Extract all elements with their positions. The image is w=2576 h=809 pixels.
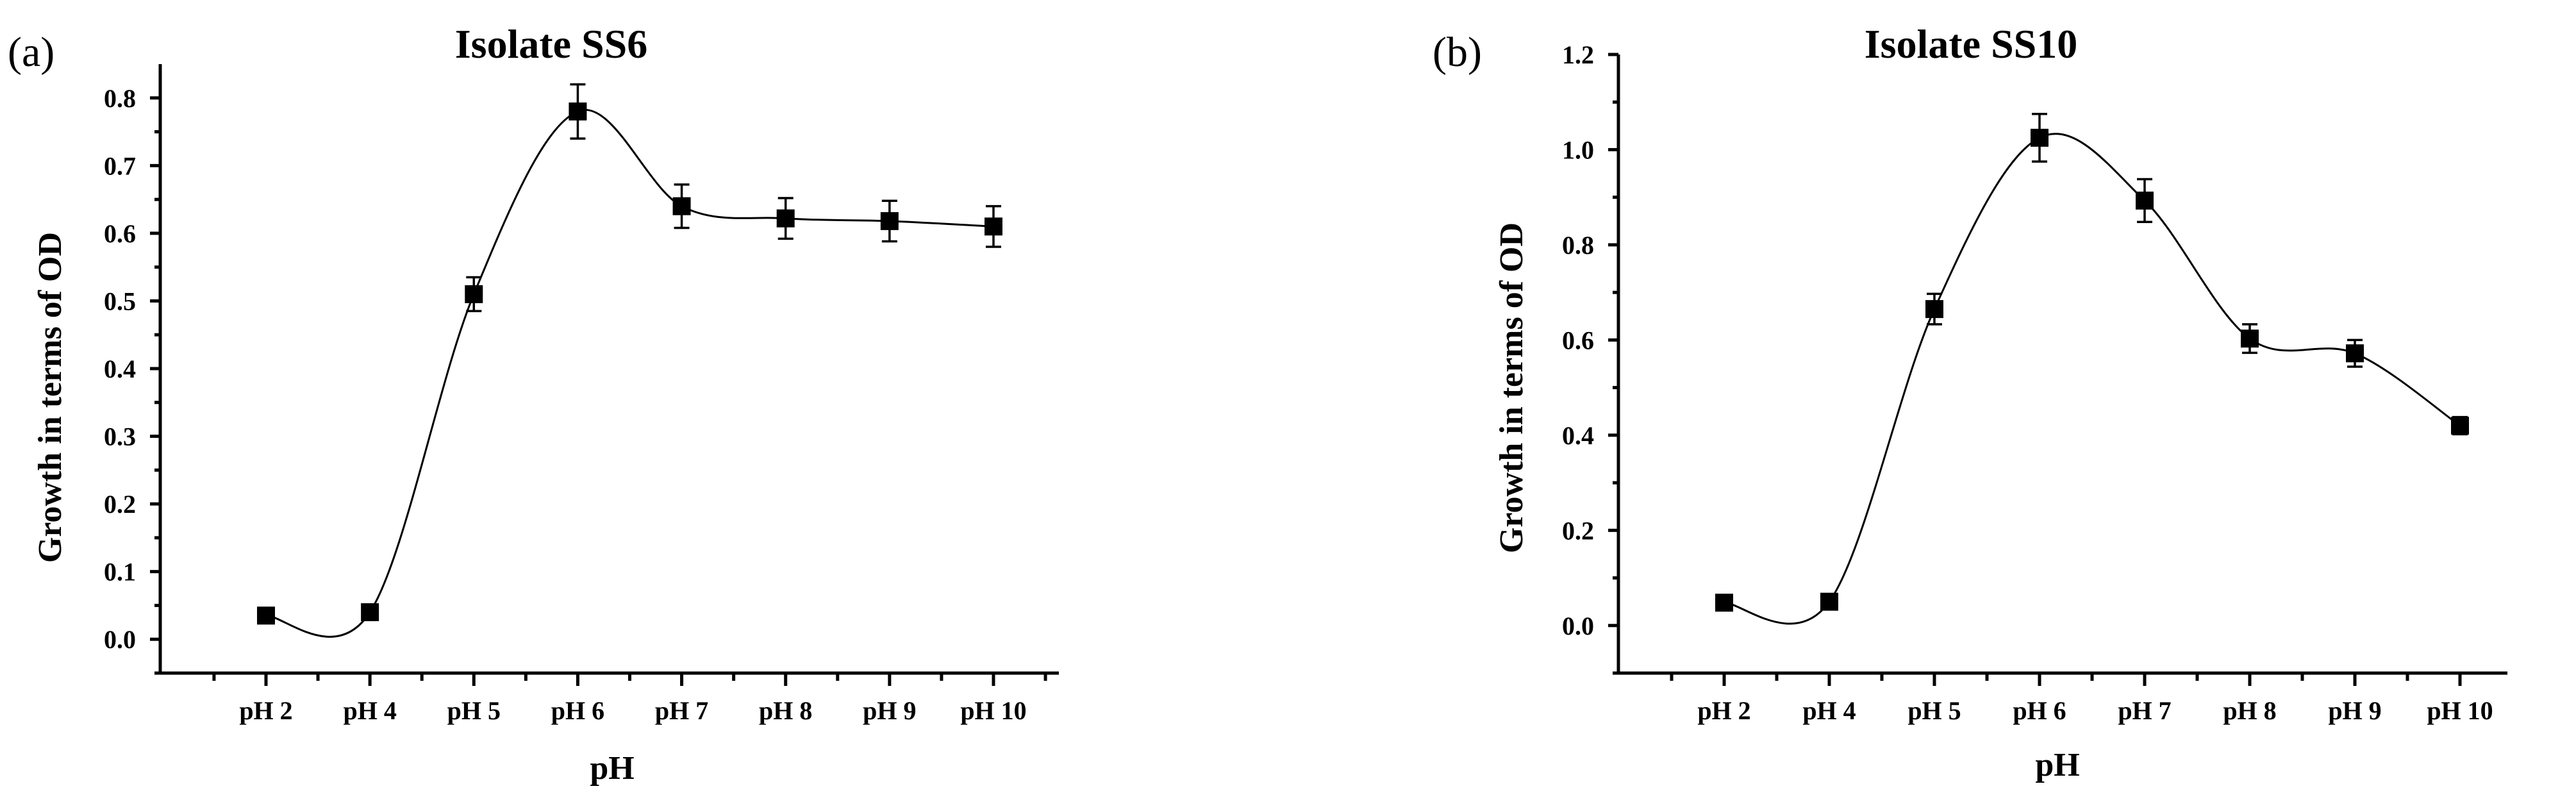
- data-point-b: [1820, 592, 1838, 611]
- y-axis-title-a: Growth in terms of OD: [32, 232, 69, 563]
- y-tick-label-a: 0.2: [104, 490, 136, 519]
- y-tick-label-a: 0.0: [104, 625, 136, 654]
- x-tick-label-a: pH 8: [759, 696, 812, 725]
- y-axis-title-b: Growth in terms of OD: [1493, 222, 1530, 553]
- data-point-a: [985, 217, 1002, 236]
- chart-panel-a: (a) Isolate SS6 Growth in terms of OD pH…: [8, 21, 1059, 787]
- data-point-b: [1715, 594, 1733, 612]
- x-tick-label-a: pH 9: [863, 696, 916, 725]
- x-tick-label-b: pH 9: [2328, 696, 2381, 725]
- x-tick-label-b: pH 4: [1802, 696, 1856, 725]
- x-tick-label-b: pH 2: [1697, 696, 1750, 725]
- chart-title-a: Isolate SS6: [455, 21, 648, 67]
- data-point-a: [776, 209, 795, 228]
- series-line-a: [265, 109, 994, 638]
- data-point-b: [2451, 417, 2469, 435]
- data-point-a: [880, 212, 899, 230]
- x-tick-label-a: pH 5: [447, 696, 501, 725]
- x-tick-label-b: pH 10: [2427, 696, 2493, 725]
- y-tick-label-a: 0.1: [104, 558, 136, 587]
- x-tick-label-a: pH 7: [655, 696, 708, 725]
- data-point-b: [2031, 128, 2048, 147]
- y-tick-label-a: 0.5: [104, 287, 136, 315]
- data-point-b: [2241, 329, 2259, 348]
- data-point-b: [2346, 344, 2364, 363]
- data-point-a: [569, 102, 587, 121]
- panel-letter-a: (a): [8, 29, 54, 76]
- x-tick-label-b: pH 5: [1907, 696, 1961, 725]
- y-tick-label-b: 0.2: [1562, 516, 1594, 545]
- y-tick-label-a: 0.8: [104, 84, 136, 113]
- y-tick-label-b: 0.6: [1562, 326, 1594, 354]
- y-tick-label-b: 1.0: [1562, 135, 1594, 164]
- y-tick-label-a: 0.6: [104, 219, 136, 248]
- x-tick-label-b: pH 7: [2118, 696, 2171, 725]
- series-line-b: [1724, 133, 2461, 625]
- y-tick-label-a: 0.7: [104, 151, 136, 180]
- x-tick-label-a: pH 10: [960, 696, 1026, 725]
- data-point-a: [465, 285, 483, 303]
- y-tick-label-a: 0.4: [104, 354, 136, 383]
- x-tick-label-b: pH 8: [2223, 696, 2276, 725]
- x-axis-title-b: pH: [2035, 747, 2079, 783]
- data-point-b: [1925, 300, 1943, 319]
- panel-letter-b: (b): [1433, 29, 1482, 76]
- y-tick-label-b: 0.8: [1562, 231, 1594, 260]
- data-point-a: [361, 603, 379, 621]
- x-tick-label-a: pH 2: [239, 696, 292, 725]
- data-point-a: [257, 606, 275, 625]
- data-point-a: [672, 197, 691, 215]
- plot-area-a: 0.0 0.1 0.2 0.3 0.4 0.5 0.6 0.7 0.8 pH 2 pH 4 pH 5 p…: [104, 64, 1059, 725]
- x-tick-label-b: pH 6: [2013, 696, 2066, 725]
- x-tick-label-a: pH 6: [551, 696, 604, 725]
- y-tick-label-b: 1.2: [1562, 40, 1594, 69]
- x-tick-label-a: pH 4: [343, 696, 396, 725]
- data-point-b: [2136, 191, 2154, 210]
- plot-area-b: 0.0 0.2 0.4 0.6 0.8 1.0 1.2 pH 2 pH 4 pH 5 pH 6 pH …: [1562, 40, 2507, 725]
- y-tick-label-b: 0.0: [1562, 612, 1594, 640]
- x-axis-title-a: pH: [590, 750, 634, 787]
- y-tick-label-a: 0.3: [104, 422, 136, 451]
- chart-title-b: Isolate SS10: [1865, 21, 2078, 67]
- y-tick-label-b: 0.4: [1562, 421, 1594, 450]
- chart-panel-b: (b) Isolate SS10 Growth in terms of OD p…: [1433, 21, 2507, 783]
